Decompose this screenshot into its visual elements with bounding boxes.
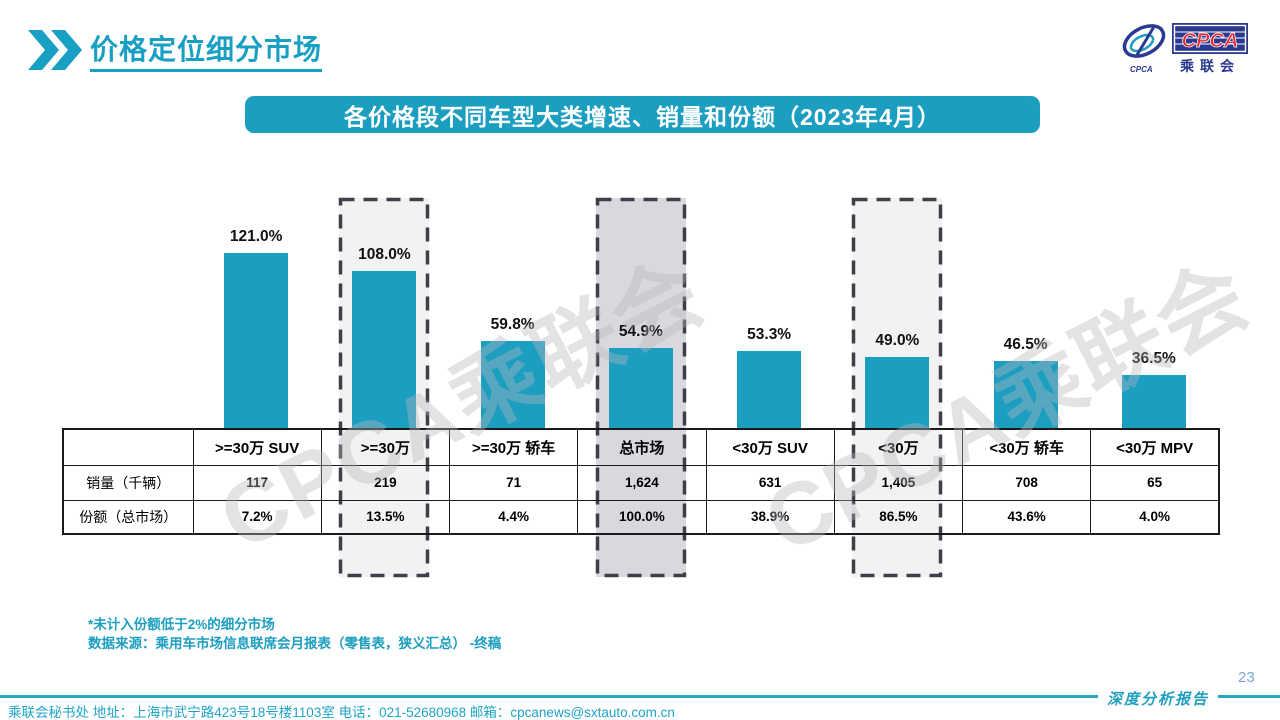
page-title: 价格定位细分市场 — [90, 28, 323, 72]
page-header: 价格定位细分市场 — [28, 28, 323, 72]
chart-title-banner: 各价格段不同车型大类增速、销量和份额（2023年4月） — [245, 96, 1040, 133]
footnote-line: 数据来源：乘用车市场信息联席会月报表（零售表，狭义汇总） -终稿 — [88, 636, 502, 651]
bar-value-label: 36.5% — [1131, 350, 1176, 367]
table-row-label: 销量（千辆） — [62, 464, 194, 501]
table-cell: 86.5% — [833, 499, 964, 535]
logo-ellipse-icon — [1122, 24, 1166, 58]
bar-3 — [480, 341, 545, 428]
table-row-label: 份额（总市场） — [62, 499, 194, 535]
logo-cpca-text: CPCA — [1182, 30, 1239, 52]
table-cell: 4.4% — [448, 499, 579, 535]
bar-value-label: 121.0% — [229, 228, 283, 245]
table-cell: 631 — [705, 464, 835, 501]
table-header-cell: <30万 轿车 — [961, 428, 1092, 466]
bar-value-label: 108.0% — [358, 246, 411, 263]
report-series-label: 深度分析报告 — [1098, 688, 1219, 709]
bar-value-label: 46.5% — [1003, 336, 1048, 353]
footnote-line: *未计入份额低于2%的细分市场 — [88, 617, 275, 632]
table-cell: 7.2% — [192, 499, 322, 535]
table-header-cell: >=30万 — [320, 428, 451, 466]
table-cell: 65 — [1090, 464, 1220, 501]
bar-value-label: 59.8% — [490, 316, 535, 333]
data-table: >=30万 SUV >=30万 >=30万 轿车 总市场 <30万 SUV <30万 <30… — [62, 428, 1220, 535]
table-corner-cell — [62, 428, 194, 466]
table-cell: 1,624 — [577, 464, 707, 501]
table-header-cell: <30万 — [833, 428, 964, 466]
table-cell: 71 — [448, 464, 579, 501]
bar-6 — [865, 357, 930, 428]
table-cell: 117 — [192, 464, 322, 501]
logo-sub-label: CPCA — [1130, 65, 1153, 74]
table-cell: 43.6% — [961, 499, 1092, 535]
footnotes: *未计入份额低于2%的细分市场 数据来源：乘用车市场信息联席会月报表（零售表，狭… — [88, 615, 501, 653]
logo-inner-ellipse-icon — [1129, 33, 1155, 53]
table-cell: 38.9% — [705, 499, 835, 535]
table-cell: 219 — [320, 464, 451, 501]
logo-chinese-text: 乘联会 — [1179, 58, 1240, 74]
table-cell: 708 — [961, 464, 1092, 501]
table-header-cell: <30万 SUV — [705, 428, 835, 466]
table-header-cell: 总市场 — [577, 428, 707, 466]
table-header-cell: >=30万 轿车 — [448, 428, 579, 466]
footer-divider — [0, 695, 1280, 698]
table-cell: 1,405 — [833, 464, 964, 501]
bar-2 — [352, 271, 417, 428]
double-chevron-icon — [28, 30, 82, 70]
bar-value-label: 54.9% — [618, 323, 663, 340]
table-header-cell: <30万 MPV — [1090, 428, 1220, 466]
bar-value-label: 49.0% — [875, 332, 920, 349]
table-cell: 13.5% — [320, 499, 451, 535]
cpca-logo: CPCA CPCA 乘联会 — [1122, 23, 1248, 74]
bar-4 — [608, 348, 673, 428]
bar-8 — [1121, 375, 1186, 428]
table-cell: 4.0% — [1090, 499, 1220, 535]
page-number: 23 — [1238, 669, 1255, 686]
bar-value-label: 53.3% — [747, 326, 792, 343]
table-cell: 100.0% — [577, 499, 707, 535]
footer-contact: 乘联会秘书处 地址：上海市武宁路423号18号楼1103室 电话：021-526… — [8, 705, 675, 720]
bar-5 — [737, 351, 802, 428]
bar-7 — [993, 361, 1058, 428]
chart-title: 各价格段不同车型大类增速、销量和份额（2023年4月） — [344, 103, 941, 130]
bar-1 — [224, 253, 289, 428]
table-header-cell: >=30万 SUV — [192, 428, 322, 466]
